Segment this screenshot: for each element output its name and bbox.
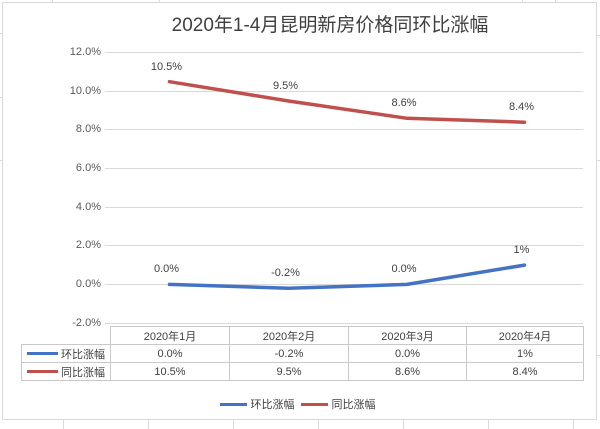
legend-line-icon	[219, 403, 247, 406]
spreadsheet-gridline	[403, 420, 404, 429]
chart-title: 2020年1-4月昆明新房价格同环比涨幅	[171, 15, 489, 36]
spreadsheet-gridline	[318, 420, 319, 429]
gridline	[105, 52, 583, 54]
legend: 环比涨幅 同比涨幅	[2, 397, 593, 412]
gridline	[105, 283, 583, 285]
data-label: 8.4%	[508, 101, 535, 114]
spreadsheet-gridline	[597, 160, 600, 161]
legend-line-icon	[300, 403, 328, 406]
yoy-series-line	[167, 79, 527, 124]
spreadsheet-gridline	[0, 160, 2, 161]
table-value-cell: 0.0%	[348, 344, 467, 363]
table-corner-cell	[22, 327, 111, 345]
table-row-label: 环比涨幅	[21, 344, 111, 363]
data-label: 0.0%	[153, 263, 180, 276]
y-axis-tick-label: 12.0%	[69, 46, 101, 58]
table-value-cell: 1%	[466, 344, 584, 363]
data-label: -0.2%	[271, 267, 300, 280]
table-row-label: 同比涨幅	[21, 362, 111, 381]
legend-item: 同比涨幅	[300, 398, 376, 412]
gridline	[105, 245, 583, 247]
spreadsheet-gridline	[63, 420, 64, 429]
table-value-cell: 0.0%	[110, 344, 230, 363]
data-label: 1%	[513, 244, 530, 257]
table-value-cell: 8.6%	[348, 362, 467, 381]
y-axis-tick-label: 0.0%	[75, 278, 101, 290]
y-axis-tick-label: 6.0%	[75, 162, 101, 174]
table-value-cell: 10.5%	[110, 362, 230, 381]
spreadsheet-gridline	[148, 420, 149, 429]
spreadsheet-gridline	[233, 420, 234, 429]
series-key-line-icon	[27, 370, 58, 373]
data-label: 8.6%	[391, 97, 417, 110]
y-axis-tick-label: -2.0%	[72, 317, 101, 329]
spreadsheet-gridline	[0, 33, 2, 34]
table-value-cell: -0.2%	[229, 344, 349, 363]
table-row: 同比涨幅 10.5% 9.5% 8.6% 8.4%	[21, 362, 584, 381]
data-label: 9.5%	[272, 79, 299, 92]
gridline	[105, 168, 583, 170]
data-label: 0.0%	[391, 263, 417, 276]
y-axis-tick-label: 4.0%	[75, 201, 101, 213]
gridline	[105, 129, 583, 131]
table-row: 环比涨幅 0.0% -0.2% 0.0% 1%	[21, 344, 584, 363]
spreadsheet-gridline	[159, 0, 160, 2]
spreadsheet-gridline	[52, 0, 53, 2]
spreadsheet-gridline	[597, 35, 600, 36]
spreadsheet-gridline	[573, 420, 574, 429]
spreadsheet-gridline	[555, 0, 556, 2]
gridline	[105, 90, 583, 92]
data-table: 2020年1月 2020年2月 2020年3月 2020年4月环比涨幅 0.0% -0.2…	[21, 326, 584, 381]
y-axis-tick-label: 10.0%	[69, 85, 101, 97]
gridline	[105, 206, 583, 208]
series-name: 环比涨幅	[61, 348, 105, 361]
gridline	[105, 322, 583, 324]
table-header-cell: 2020年2月	[229, 326, 349, 345]
data-label: 10.5%	[150, 60, 183, 73]
table-header-cell: 2020年3月	[348, 326, 467, 345]
spreadsheet-gridline	[522, 0, 523, 2]
legend-label: 同比涨幅	[331, 398, 376, 411]
legend-label: 环比涨幅	[250, 398, 295, 411]
table-header-cell: 2020年1月	[110, 326, 230, 345]
spreadsheet-gridline	[0, 97, 2, 98]
series-key-line-icon	[27, 352, 58, 355]
y-axis-tick-label: 8.0%	[75, 123, 101, 135]
series-name: 同比涨幅	[61, 366, 105, 379]
spreadsheet-gridline	[597, 355, 600, 356]
table-header-cell: 2020年4月	[466, 326, 584, 345]
y-axis-tick-label: 2.0%	[75, 239, 101, 251]
spreadsheet-gridline	[488, 420, 489, 429]
table-value-cell: 8.4%	[466, 362, 584, 381]
table-value-cell: 9.5%	[229, 362, 349, 381]
legend-item: 环比涨幅	[219, 398, 295, 412]
table-header-row: 2020年1月 2020年2月 2020年3月 2020年4月	[22, 326, 584, 345]
